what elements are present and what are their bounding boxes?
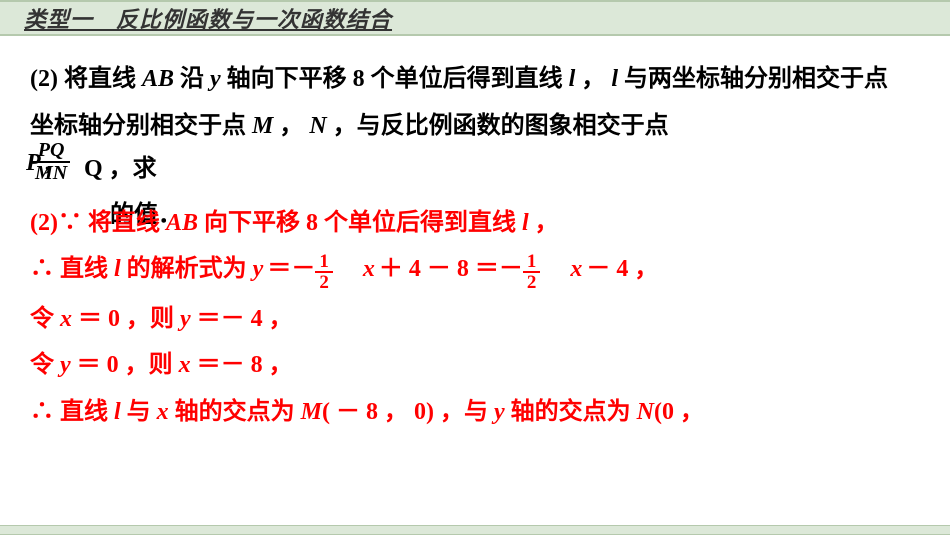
s1-l: l: [522, 210, 529, 236]
s5-nparen: (0 ，: [654, 399, 704, 425]
s5-m1: 与: [121, 399, 157, 425]
footer-bar: [0, 525, 950, 535]
s2-x2: x: [570, 256, 582, 282]
s2-mid: 的解析式为: [121, 256, 253, 282]
s2-frac1: 12: [315, 252, 333, 293]
s5-y: y: [494, 399, 505, 425]
q-after: Q ，求: [84, 148, 157, 183]
s1-end: ，: [529, 210, 559, 236]
s4-end: ＝－ 8 ，: [191, 352, 293, 378]
header-title: 类型一 反比例函数与一次函数结合: [24, 2, 392, 34]
s5-pre: ∴ 直线: [30, 399, 114, 425]
s3-y: y: [180, 306, 191, 332]
s2-f1d: 2: [315, 273, 333, 292]
s5-m2: 轴的交点为: [169, 399, 301, 425]
q-m: M: [252, 113, 273, 139]
s2-l: l: [114, 256, 121, 282]
s4-mid: ＝ 0 ，则: [71, 352, 179, 378]
q-p-overlay: P ,: [26, 150, 52, 177]
s2-m4: － 4 ，: [586, 256, 658, 282]
s4-y: y: [60, 352, 71, 378]
s5-n: N: [637, 399, 654, 425]
s3-pre: 令: [30, 306, 60, 332]
sol-line4: 令 y ＝ 0 ，则 x ＝－ 8 ，: [30, 343, 920, 387]
s5-mm: M: [301, 399, 322, 425]
s2-pre: ∴ 直线: [30, 256, 114, 282]
s4-pre: 令: [30, 352, 60, 378]
s2-eq: ＝－: [267, 256, 315, 282]
q-l2: l: [611, 66, 618, 92]
s3-mid: ＝ 0 ，则: [72, 306, 180, 332]
sol-line1: (2)∵ 将直线 AB 向下平移 8 个单位后得到直线 l ，: [30, 201, 920, 245]
q-ab: AB: [142, 66, 174, 92]
q-t6: ，与反比例函数的图象相交于点: [327, 113, 669, 139]
s1-mid: 向下平移 8 个单位后得到直线: [198, 210, 522, 236]
q-t1: 沿: [174, 66, 210, 92]
s5-mparen: ( － 8 ， 0) ，与: [322, 399, 494, 425]
sol-line3: 令 x ＝ 0 ，则 y ＝－ 4 ，: [30, 297, 920, 341]
s4-x: x: [179, 352, 191, 378]
s1-pre: (2)∵ 将直线: [30, 210, 166, 236]
s2-f2n: 1: [523, 252, 541, 273]
q-line2a: 坐标轴分别相交于点: [30, 113, 252, 139]
s2-y: y: [253, 256, 264, 282]
s2-frac2: 12: [523, 252, 541, 293]
s3-x: x: [60, 306, 72, 332]
s5-l: l: [114, 399, 121, 425]
solution-block: (2)∵ 将直线 AB 向下平移 8 个单位后得到直线 l ， ∴ 直线 l 的…: [30, 201, 920, 435]
q-prefix: (2) 将直线: [30, 66, 142, 92]
s5-x: x: [157, 399, 169, 425]
sol-line5: ∴ 直线 l 与 x 轴的交点为 M( － 8 ， 0) ，与 y 轴的交点为 …: [30, 390, 920, 434]
s3-end: ＝－ 4 ，: [191, 306, 293, 332]
q-yaxis: y: [210, 66, 221, 92]
q-t5: ，: [273, 113, 309, 139]
s2-f1n: 1: [315, 252, 333, 273]
content-area: (2) 将直线 AB 沿 y 轴向下平移 8 个单位后得到直线 l ， l 与两…: [0, 36, 950, 434]
s1-ab: AB: [166, 210, 198, 236]
q-t2: 轴向下平移 8 个单位后得到直线: [221, 66, 569, 92]
pq-fraction-line: PQ MN P , Q ，求: [30, 144, 920, 192]
s5-m3: 轴的交点为: [505, 399, 637, 425]
s2-p4m8: ＋ 4 － 8 ＝－: [379, 256, 523, 282]
question-block: (2) 将直线 AB 沿 y 轴向下平移 8 个单位后得到直线 l ， l 与两…: [30, 56, 920, 150]
q-t4: 与两坐标轴分别相交于点: [618, 66, 888, 92]
header-bar: 类型一 反比例函数与一次函数结合: [0, 0, 950, 36]
sol-line2: ∴ 直线 l 的解析式为 y＝－12x＋ 4 － 8 ＝－12x－ 4 ，: [30, 247, 920, 297]
q-t3: ，: [575, 66, 611, 92]
s2-f2d: 2: [523, 273, 541, 292]
s2-x1: x: [363, 256, 375, 282]
q-n: N: [309, 113, 326, 139]
